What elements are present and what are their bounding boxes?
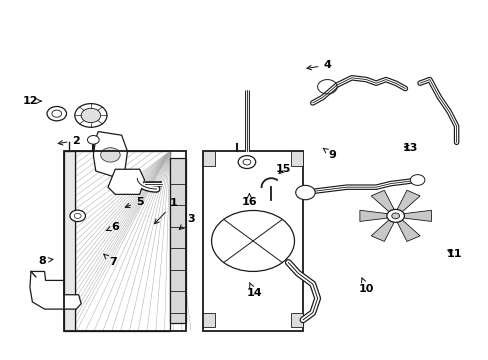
Circle shape — [75, 104, 107, 127]
Polygon shape — [30, 271, 81, 309]
Polygon shape — [93, 132, 127, 176]
Text: 8: 8 — [38, 256, 53, 266]
Circle shape — [74, 213, 81, 219]
Polygon shape — [370, 190, 393, 212]
Text: 16: 16 — [241, 193, 257, 207]
Bar — [290, 151, 303, 166]
Text: 7: 7 — [103, 254, 117, 267]
Text: 12: 12 — [22, 96, 41, 106]
Circle shape — [211, 211, 294, 271]
Circle shape — [70, 210, 85, 222]
Text: 15: 15 — [275, 164, 290, 174]
Circle shape — [81, 108, 101, 123]
Text: 9: 9 — [323, 148, 336, 160]
Text: 2: 2 — [58, 136, 80, 145]
Circle shape — [238, 156, 255, 168]
Text: 6: 6 — [106, 222, 119, 231]
Bar — [203, 313, 215, 327]
Text: 11: 11 — [446, 248, 461, 258]
Circle shape — [87, 135, 99, 144]
Text: 13: 13 — [402, 143, 417, 153]
Bar — [203, 151, 303, 330]
Circle shape — [52, 110, 61, 117]
Text: 10: 10 — [358, 278, 373, 294]
Bar — [203, 151, 215, 166]
Text: 5: 5 — [125, 197, 143, 208]
Circle shape — [295, 185, 315, 200]
Circle shape — [391, 213, 399, 219]
Circle shape — [409, 175, 424, 185]
Circle shape — [243, 159, 250, 165]
Bar — [64, 151, 75, 330]
Circle shape — [101, 148, 120, 162]
Text: 14: 14 — [246, 283, 262, 298]
Text: 3: 3 — [179, 215, 194, 229]
Polygon shape — [403, 210, 430, 221]
Polygon shape — [370, 220, 393, 242]
Text: 4: 4 — [306, 60, 331, 70]
Polygon shape — [359, 210, 386, 221]
Bar — [75, 151, 169, 330]
Polygon shape — [396, 220, 419, 242]
Circle shape — [47, 107, 66, 121]
Polygon shape — [396, 190, 419, 212]
Circle shape — [386, 210, 404, 222]
Bar — [169, 158, 185, 323]
Bar — [64, 151, 185, 330]
Bar — [290, 313, 303, 327]
Text: 1: 1 — [154, 198, 177, 224]
Polygon shape — [108, 169, 144, 194]
